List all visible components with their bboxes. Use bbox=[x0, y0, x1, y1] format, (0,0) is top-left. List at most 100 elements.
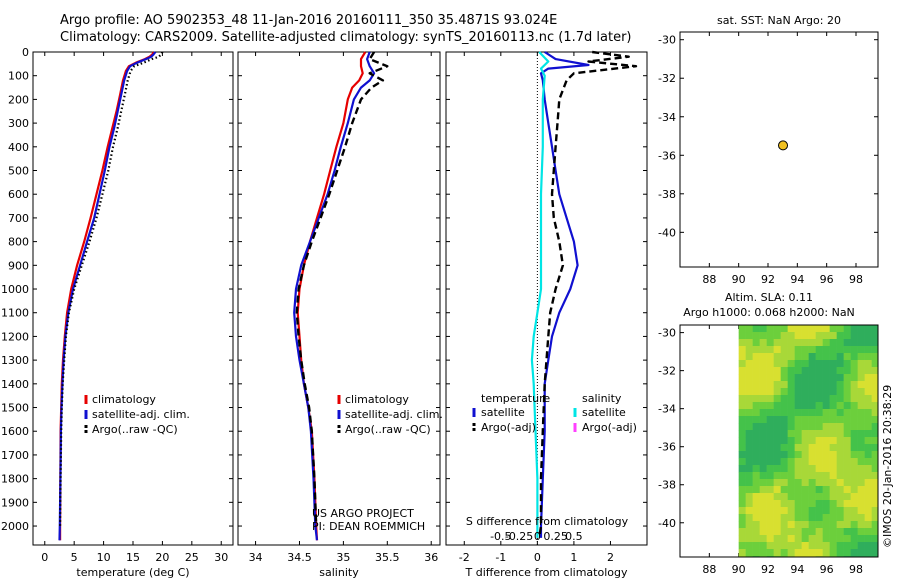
sla-heatmap-cell bbox=[857, 521, 865, 529]
sla-heatmap-cell bbox=[759, 500, 767, 508]
sla-heatmap-cell bbox=[871, 507, 879, 515]
sla-heatmap-cell bbox=[738, 367, 746, 375]
sla-heatmap-cell bbox=[864, 423, 872, 431]
sla-heatmap-cell bbox=[836, 360, 844, 368]
sla-heatmap-cell bbox=[745, 353, 753, 361]
sla-heatmap-cell bbox=[759, 514, 767, 522]
map-y-tick-label: -40 bbox=[658, 226, 676, 239]
sla-heatmap-cell bbox=[759, 339, 767, 347]
sla-heatmap-cell bbox=[745, 325, 753, 333]
sla-heatmap-cell bbox=[780, 395, 788, 403]
sla-heatmap-cell bbox=[850, 451, 858, 459]
sla-heatmap-cell bbox=[822, 423, 830, 431]
sla-heatmap-cell bbox=[745, 430, 753, 438]
sla-heatmap-cell bbox=[773, 416, 781, 424]
sla-heatmap-cell bbox=[815, 507, 823, 515]
sla-heatmap-cell bbox=[857, 458, 865, 466]
sla-heatmap-cell bbox=[738, 360, 746, 368]
x-tick-label: 2 bbox=[607, 551, 614, 564]
sla-heatmap-cell bbox=[864, 458, 872, 466]
sla-heatmap-cell bbox=[794, 402, 802, 410]
sla-heatmap-cell bbox=[843, 528, 851, 536]
sla-heatmap-cell bbox=[780, 479, 788, 487]
sla-heatmap-cell bbox=[745, 500, 753, 508]
sla-heatmap-cell bbox=[738, 486, 746, 494]
sla-heatmap-cell bbox=[829, 458, 837, 466]
sla-heatmap-cell bbox=[857, 451, 865, 459]
sla-heatmap-cell bbox=[822, 521, 830, 529]
sla-heatmap-cell bbox=[766, 346, 774, 354]
sla-heatmap-cell bbox=[829, 521, 837, 529]
sla-heatmap-cell bbox=[801, 367, 809, 375]
sla-heatmap-cell bbox=[857, 367, 865, 375]
sla-heatmap-cell bbox=[815, 339, 823, 347]
map-y-tick-label: -38 bbox=[658, 188, 676, 201]
sla-heatmap-cell bbox=[738, 528, 746, 536]
sla-heatmap-cell bbox=[745, 402, 753, 410]
sla-heatmap-cell bbox=[836, 521, 844, 529]
salinity-series-satellite-adj-clim- bbox=[293, 51, 376, 541]
sla-heatmap-cell bbox=[752, 395, 760, 403]
sla-heatmap-cell bbox=[745, 339, 753, 347]
y-tick-label: 2000 bbox=[1, 520, 29, 533]
sla-heatmap-cell bbox=[773, 472, 781, 480]
sla-heatmap-cell bbox=[801, 381, 809, 389]
sla-heatmap-cell bbox=[794, 465, 802, 473]
sla-heatmap-cell bbox=[738, 458, 746, 466]
sla-heatmap-cell bbox=[766, 339, 774, 347]
sla-heatmap-cell bbox=[745, 493, 753, 501]
sla-heatmap-cell bbox=[843, 549, 851, 557]
sla-heatmap-cell bbox=[738, 437, 746, 445]
sla-heatmap-cell bbox=[759, 528, 767, 536]
sla-heatmap-cell bbox=[794, 514, 802, 522]
sla-heatmap-cell bbox=[780, 486, 788, 494]
sla-heatmap-cell bbox=[808, 360, 816, 368]
sla-heatmap-cell bbox=[871, 451, 879, 459]
sla-heatmap-cell bbox=[780, 374, 788, 382]
sla-heatmap-cell bbox=[829, 339, 837, 347]
sla-heatmap-cell bbox=[815, 402, 823, 410]
sla-heatmap-cell bbox=[815, 360, 823, 368]
sla-heatmap-cell bbox=[850, 542, 858, 550]
temperature-series-satellite-adj-clim- bbox=[58, 51, 157, 541]
sla-heatmap-cell bbox=[801, 339, 809, 347]
sla-heatmap-cell bbox=[815, 486, 823, 494]
sla-heatmap-cell bbox=[738, 479, 746, 487]
difference-frame bbox=[445, 51, 648, 546]
sla-heatmap-cell bbox=[850, 325, 858, 333]
sla-heatmap-cell bbox=[752, 339, 760, 347]
sla-heatmap-cell bbox=[864, 388, 872, 396]
sla-heatmap-cell bbox=[864, 528, 872, 536]
x-tick-label: 35.5 bbox=[375, 551, 400, 564]
sla-heatmap-cell bbox=[808, 479, 816, 487]
map-y-tick-label: -36 bbox=[658, 149, 676, 162]
sla-heatmap-cell bbox=[808, 486, 816, 494]
sla-heatmap-cell bbox=[857, 325, 865, 333]
sla-heatmap-cell bbox=[864, 367, 872, 375]
sla-heatmap-cell bbox=[871, 332, 879, 340]
sla-heatmap-cell bbox=[815, 388, 823, 396]
sla-heatmap-cell bbox=[773, 437, 781, 445]
sla-heatmap-cell bbox=[773, 514, 781, 522]
sla-heatmap-cell bbox=[850, 437, 858, 445]
sla-heatmap-cell bbox=[808, 381, 816, 389]
sla-heatmap-cell bbox=[759, 374, 767, 382]
sla-heatmap-cell bbox=[801, 346, 809, 354]
sla-map-frame bbox=[679, 324, 879, 558]
sla-heatmap-cell bbox=[808, 325, 816, 333]
sla-heatmap-cell bbox=[808, 514, 816, 522]
s-tick-label: 0.5 bbox=[565, 530, 583, 543]
sla-heatmap-cell bbox=[822, 465, 830, 473]
sla-heatmap-cell bbox=[780, 416, 788, 424]
sla-heatmap-cell bbox=[752, 437, 760, 445]
legend-label: satellite bbox=[481, 406, 525, 419]
sla-heatmap-cell bbox=[871, 388, 879, 396]
sla-heatmap-cell bbox=[843, 332, 851, 340]
sla-heatmap-cell bbox=[794, 486, 802, 494]
difference-s-axis-label: S difference from climatology bbox=[466, 515, 629, 528]
x-tick-label: 15 bbox=[126, 551, 140, 564]
sla-heatmap-cell bbox=[857, 437, 865, 445]
y-tick-label: 900 bbox=[8, 259, 29, 272]
sla-heatmap-cell bbox=[787, 339, 795, 347]
sla-heatmap-cell bbox=[780, 367, 788, 375]
